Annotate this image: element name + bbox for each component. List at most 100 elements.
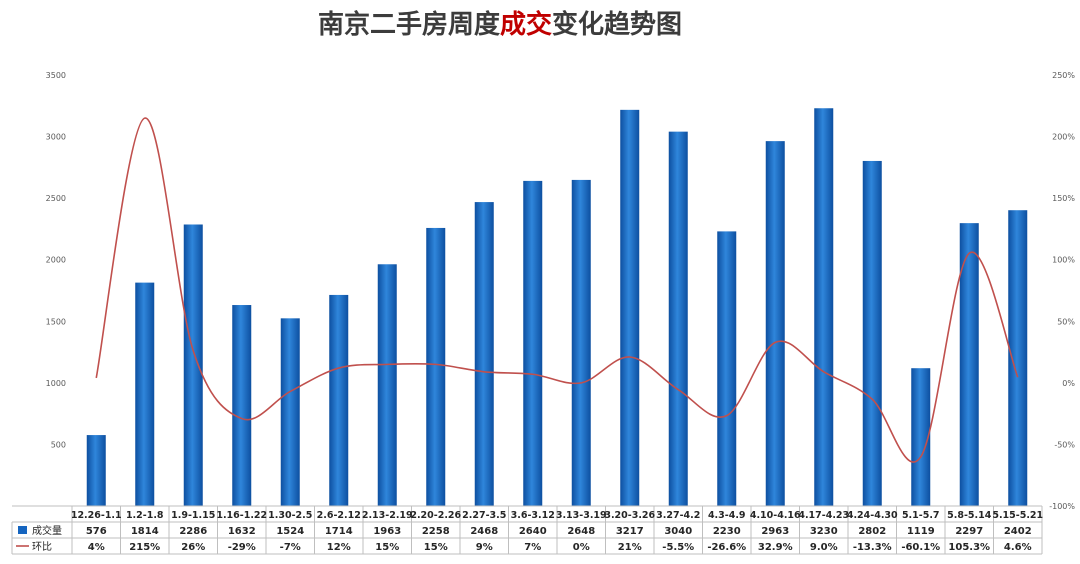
legend-bar-label: 成交量 — [32, 524, 62, 537]
table-cell-volume: 2402 — [1004, 526, 1032, 537]
right-tick-label: -50% — [1054, 440, 1075, 449]
category-label: 3.27-4.2 — [656, 510, 700, 521]
category-label: 4.24-4.30 — [847, 510, 898, 521]
right-tick-label: 200% — [1052, 133, 1075, 142]
left-tick-label: 500 — [51, 440, 66, 449]
title-highlight: 成交 — [499, 10, 552, 40]
table-cell-change: 15% — [375, 542, 399, 553]
left-tick-label: 2500 — [46, 194, 66, 203]
table-cell-volume: 1963 — [373, 526, 401, 537]
category-label: 1.9-1.15 — [171, 510, 215, 521]
table-cell-volume: 3040 — [664, 526, 692, 537]
category-label: 2.13-2.19 — [362, 510, 413, 521]
table-cell-change: -7% — [280, 542, 301, 553]
bar — [620, 109, 640, 506]
category-label: 1.16-1.22 — [216, 510, 267, 521]
left-tick-label: 1500 — [46, 317, 66, 326]
bar — [183, 224, 203, 506]
left-tick-label: 1000 — [46, 379, 66, 388]
left-tick-label: 2000 — [46, 256, 66, 265]
table-cell-change: 32.9% — [758, 542, 793, 553]
bar-series — [86, 108, 1028, 507]
line-path — [95, 117, 1019, 463]
table-cell-change: 9.0% — [810, 542, 838, 553]
table-cell-change: -26.6% — [707, 542, 746, 553]
bar — [668, 131, 688, 506]
right-tick-label: 150% — [1052, 194, 1075, 203]
category-label: 4.3-4.9 — [708, 510, 746, 521]
legend-line-label: 环比 — [32, 541, 52, 553]
category-label: 5.15-5.21 — [992, 510, 1043, 521]
category-label: 3.6-3.12 — [511, 510, 555, 521]
category-label: 3.13-3.19 — [556, 510, 607, 521]
bar — [959, 223, 979, 506]
table-cell-change: 105.3% — [948, 542, 990, 553]
bar — [765, 141, 785, 506]
legend-bar-swatch — [18, 526, 27, 534]
category-label: 1.2-1.8 — [126, 510, 164, 521]
bar — [135, 282, 155, 506]
table-cell-change: 12% — [327, 542, 351, 553]
bar — [474, 202, 494, 506]
category-label: 3.20-3.26 — [604, 510, 655, 521]
bar — [1008, 210, 1028, 506]
table-cell-volume: 2230 — [713, 526, 741, 537]
line-series — [95, 117, 1019, 463]
data-table: 12.26-1.1 1.2-1.8 1.9-1.15 1.16-1.22 1.30-2.… — [11, 505, 1043, 555]
table-cell-volume: 2963 — [761, 526, 789, 537]
left-tick-label: 3000 — [46, 133, 66, 142]
table-cell-change: 0% — [573, 542, 590, 553]
title-suffix: 变化趋势图 — [552, 10, 683, 40]
table-cell-change: -60.1% — [901, 542, 940, 553]
table-cell-volume: 576 — [86, 526, 107, 537]
table-cell-change: 4.6% — [1004, 542, 1032, 553]
bar — [814, 108, 834, 507]
table-cell-volume: 2286 — [179, 526, 207, 537]
table-cell-volume: 3217 — [616, 526, 644, 537]
bar — [571, 179, 591, 506]
right-tick-label: 250% — [1052, 71, 1075, 80]
table-cell-volume: 2640 — [519, 526, 547, 537]
right-tick-label: 50% — [1057, 317, 1075, 326]
category-label: 5.8-5.14 — [947, 510, 992, 521]
table-cell-volume: 1814 — [131, 526, 159, 537]
right-tick-label: 100% — [1052, 256, 1075, 265]
category-label: 12.26-1.1 — [71, 510, 122, 521]
table-cell-change: 7% — [524, 542, 541, 553]
table-cell-volume: 2468 — [470, 526, 498, 537]
bar — [717, 231, 737, 507]
bar — [86, 435, 106, 506]
table-cell-change: 21% — [618, 542, 642, 553]
category-label: 2.6-2.12 — [317, 510, 361, 521]
left-axis: 500 1000 1500 2000 2500 3000 3500 — [46, 71, 66, 449]
bar — [911, 368, 931, 506]
bar — [426, 227, 446, 507]
table-cell-volume: 2648 — [567, 526, 595, 537]
table-cell-volume: 2258 — [422, 526, 450, 537]
category-label: 5.1-5.7 — [902, 510, 940, 521]
table-cell-volume: 1632 — [228, 526, 256, 537]
table-cell-change: 9% — [476, 542, 493, 553]
bar — [523, 180, 543, 506]
category-label: 2.27-3.5 — [462, 510, 506, 521]
category-label: 2.20-2.26 — [410, 510, 461, 521]
category-label: 4.17-4.23 — [798, 510, 849, 521]
right-tick-label: -100% — [1049, 502, 1075, 511]
table-cell-volume: 3230 — [810, 526, 838, 537]
table-cell-change: 15% — [424, 542, 448, 553]
right-axis: -100% -50% 0% 50% 100% 150% 200% 250% — [1049, 71, 1075, 511]
bar — [232, 305, 252, 506]
title-prefix: 南京二手房周度 — [317, 10, 500, 40]
category-label: 4.10-4.16 — [750, 510, 801, 521]
table-cell-volume: 2802 — [858, 526, 886, 537]
right-tick-label: 0% — [1062, 379, 1075, 388]
category-label: 1.30-2.5 — [268, 510, 312, 521]
bar — [329, 294, 349, 506]
table-cell-volume: 1714 — [325, 526, 353, 537]
table-cell-volume: 1524 — [276, 526, 304, 537]
table-cell-volume: 1119 — [907, 526, 935, 537]
table-cell-change: 215% — [129, 542, 160, 553]
chart-title: 南京二手房周度成交变化趋势图 — [250, 4, 750, 41]
